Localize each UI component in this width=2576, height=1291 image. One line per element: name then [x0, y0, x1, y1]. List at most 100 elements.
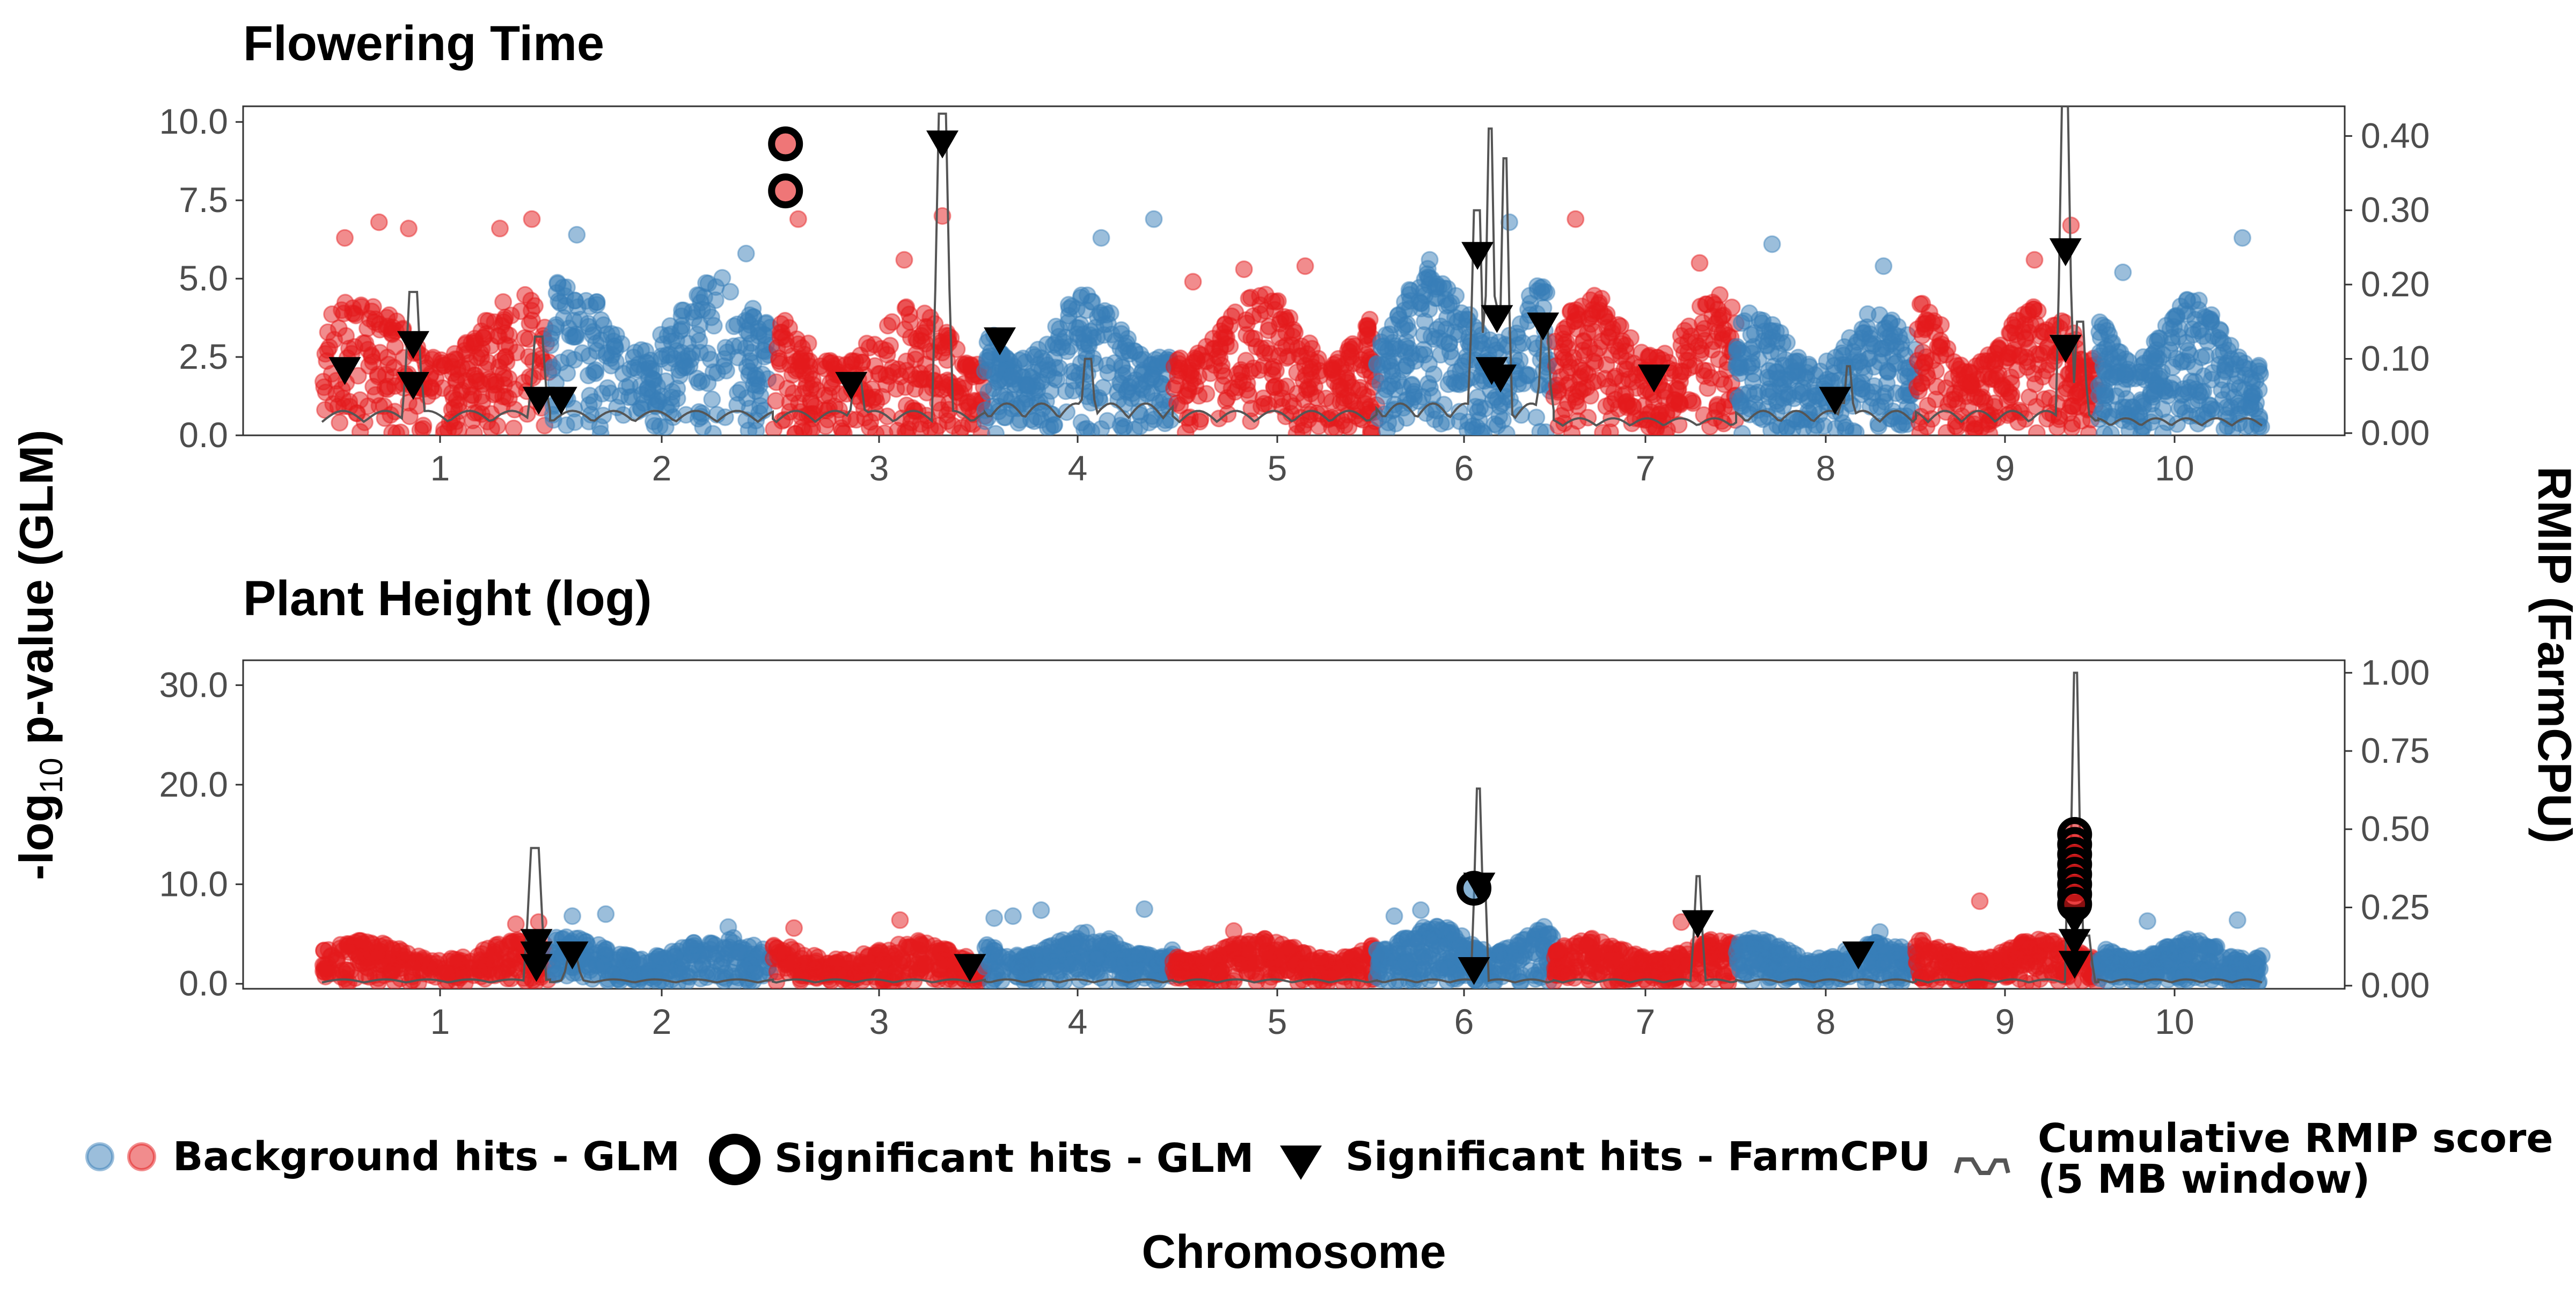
- background-hit: [699, 963, 715, 979]
- y-left-tick-label: 10.0: [159, 101, 228, 141]
- background-hit: [384, 325, 400, 341]
- background-hit: [1239, 315, 1255, 331]
- background-hit: [458, 373, 474, 389]
- background-hit: [751, 378, 767, 394]
- background-hit: [1747, 325, 1763, 341]
- background-hit: [1453, 373, 1469, 389]
- background-hit: [2213, 323, 2229, 339]
- background-hit: [958, 355, 975, 371]
- y-right-tick-label: 1.00: [2361, 652, 2429, 692]
- background-hit: [903, 414, 919, 431]
- background-hit: [375, 936, 391, 952]
- background-hit: [2193, 321, 2209, 337]
- background-hit: [1073, 925, 1089, 942]
- background-hit: [1064, 363, 1080, 380]
- background-hit: [829, 954, 845, 971]
- background-hit: [1566, 970, 1582, 986]
- background-hit: [1004, 368, 1020, 384]
- background-hit: [1046, 370, 1062, 386]
- background-hit: [1403, 350, 1419, 366]
- background-hit: [665, 409, 682, 425]
- background-hit: [820, 412, 836, 428]
- background-hit: [716, 351, 733, 367]
- background-hit: [867, 337, 883, 353]
- background-hit: [1188, 975, 1204, 991]
- background-hits-chr-1: [315, 932, 556, 991]
- background-hit: [633, 378, 649, 395]
- background-hit: [1218, 392, 1234, 409]
- background-hit: [1276, 947, 1292, 963]
- background-hit: [1384, 363, 1400, 379]
- background-hit: [466, 338, 482, 354]
- background-hit-outlier: [2115, 264, 2131, 280]
- background-hit: [1911, 383, 1927, 399]
- background-hit: [1516, 375, 1532, 391]
- background-hit: [1779, 420, 1795, 436]
- background-hit: [691, 374, 707, 390]
- y-right-tick-label: 0.00: [2361, 413, 2429, 453]
- background-hit: [663, 326, 679, 342]
- background-hit: [1658, 951, 1674, 967]
- y-left-tick-label: 10.0: [159, 864, 228, 903]
- background-hit: [361, 358, 377, 374]
- x-tick-label: 8: [1816, 448, 1836, 488]
- background-hit: [405, 959, 421, 975]
- plot-area-1: [316, 106, 2270, 442]
- background-hit: [1488, 389, 1504, 405]
- background-hit: [1089, 950, 1105, 966]
- background-hit: [807, 961, 823, 977]
- background-hit: [707, 292, 723, 308]
- background-hit: [1052, 321, 1068, 337]
- background-hit: [1118, 365, 1135, 381]
- background-hit: [1576, 347, 1592, 363]
- background-hit-outlier: [1146, 211, 1162, 227]
- background-hit: [1967, 421, 1984, 437]
- background-hit: [700, 275, 716, 291]
- background-hit: [1864, 390, 1880, 406]
- y-right-tick-label: 0.40: [2361, 115, 2429, 155]
- background-hit-outlier: [1297, 258, 1313, 274]
- background-hit: [940, 328, 956, 344]
- background-hit: [2017, 330, 2033, 346]
- background-hit: [1507, 946, 1523, 962]
- background-hits-chr-4: [977, 924, 1181, 991]
- background-hit: [637, 955, 653, 971]
- background-hit-outlier: [1764, 236, 1780, 252]
- background-hit: [1415, 389, 1431, 405]
- background-hit: [901, 307, 917, 323]
- background-hit: [726, 318, 742, 334]
- background-hit: [1552, 943, 1568, 959]
- background-hit: [1704, 961, 1721, 977]
- background-hit: [2155, 425, 2171, 441]
- x-tick-label: 4: [1068, 1002, 1088, 1041]
- background-hit: [1115, 970, 1131, 986]
- background-hit: [594, 385, 610, 402]
- background-hits-chr-8: [1728, 305, 1924, 442]
- y-right-tick-label: 0.50: [2361, 809, 2429, 849]
- background-hit: [933, 402, 949, 418]
- background-hit: [903, 330, 919, 346]
- background-hit: [1127, 344, 1143, 360]
- background-hits-chr-7: [1546, 931, 1744, 991]
- x-tick-label: 4: [1068, 448, 1088, 488]
- background-hit: [1260, 961, 1276, 978]
- background-hit: [1742, 341, 1758, 358]
- background-hit: [506, 420, 522, 436]
- background-hit: [2169, 308, 2185, 324]
- panel-2: Plant Height (log)0.010.020.030.00.000.2…: [159, 571, 2430, 1041]
- background-hit: [1768, 364, 1784, 380]
- background-hit: [1040, 420, 1056, 436]
- background-hit-outlier: [2026, 252, 2043, 268]
- background-hit: [1206, 357, 1223, 373]
- background-hit: [507, 381, 523, 397]
- background-hit: [1340, 961, 1356, 978]
- background-hit: [1212, 341, 1228, 358]
- background-hit: [415, 421, 431, 437]
- plot-area-2: [315, 673, 2270, 991]
- background-hit: [355, 335, 371, 351]
- background-hit: [1382, 326, 1398, 342]
- background-hit: [1130, 947, 1146, 963]
- background-hit: [705, 364, 721, 380]
- background-hit: [1604, 325, 1620, 341]
